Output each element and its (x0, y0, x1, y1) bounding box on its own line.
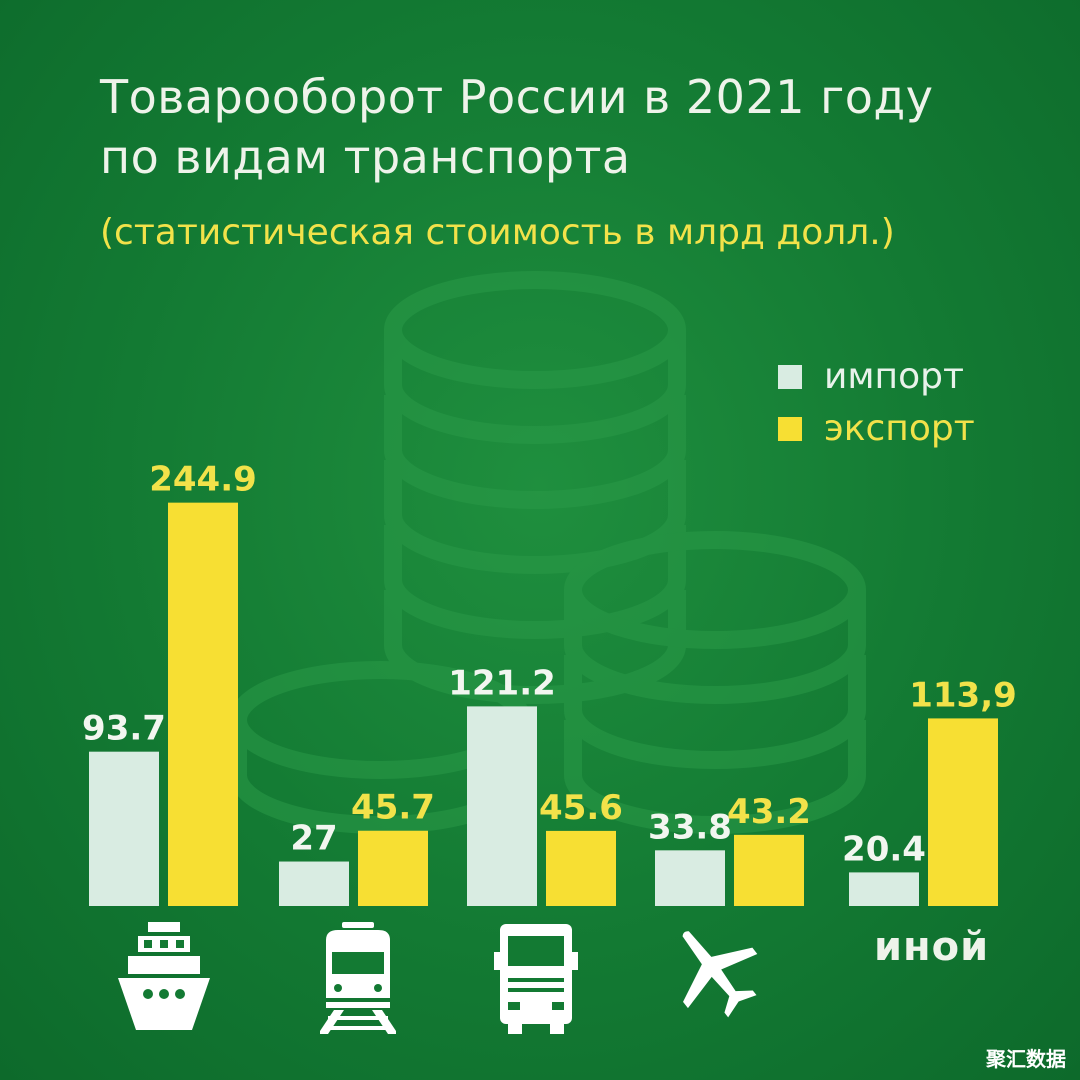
data-label-import-3: 33.8 (648, 807, 732, 847)
chart-subtitle: (статистическая стоимость в млрд долл.) (100, 212, 895, 253)
data-label-export-2: 45.6 (539, 788, 623, 828)
legend-item-export: экспорт (778, 408, 975, 449)
bar-import-4 (849, 872, 919, 906)
data-label-export-3: 43.2 (727, 792, 811, 832)
data-label-export-4: 113,9 (909, 675, 1017, 715)
data-label-export-0: 244.9 (149, 460, 257, 500)
bar-import-1 (279, 861, 349, 906)
airplane-icon (682, 931, 758, 1018)
data-label-import-0: 93.7 (82, 709, 166, 749)
legend-item-import: импорт (778, 356, 964, 397)
data-label-import-4: 20.4 (842, 829, 926, 869)
bar-import-0 (89, 751, 159, 906)
legend-swatch-export (778, 416, 802, 441)
legend-label-import: импорт (824, 356, 964, 397)
data-label-import-1: 27 (290, 819, 337, 859)
data-label-export-1: 45.7 (351, 788, 435, 828)
data-label-import-2: 121.2 (448, 663, 556, 703)
truck-icon (494, 924, 578, 1034)
chart-title-line-1: Товарооборот России в 2021 году (100, 70, 934, 124)
bar-export-1 (358, 830, 428, 906)
ship-icon (118, 922, 210, 1030)
watermark: 聚汇数据 (986, 1047, 1066, 1071)
train-icon (320, 922, 396, 1034)
bar-export-0 (168, 502, 238, 906)
bar-export-2 (546, 830, 616, 906)
bar-import-2 (467, 706, 537, 906)
bar-export-4 (928, 718, 998, 906)
category-label-other: иной (874, 924, 990, 970)
chart-title-line-2: по видам транспорта (100, 130, 631, 184)
legend-swatch-import (778, 364, 802, 389)
bar-import-3 (655, 850, 725, 906)
bar-export-3 (734, 834, 804, 906)
legend-label-export: экспорт (824, 408, 975, 449)
